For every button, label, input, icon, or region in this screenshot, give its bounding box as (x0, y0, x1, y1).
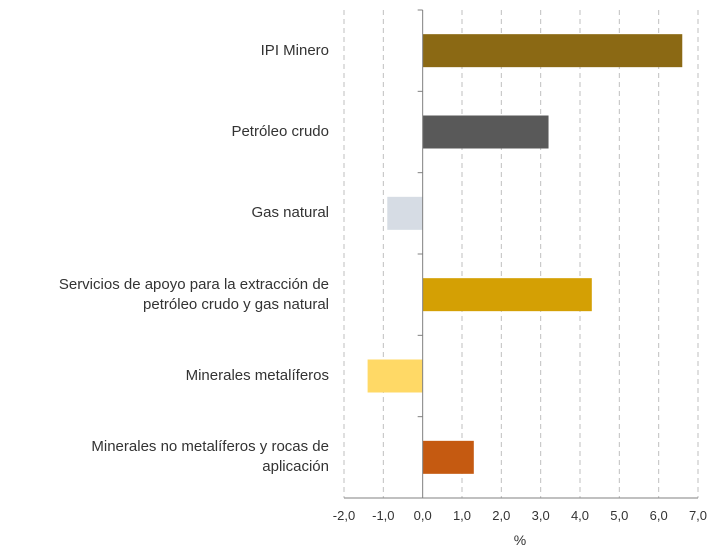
tick-labels: -2,0 -1,0 0,0 1,0 2,0 3,0 4,0 5,0 6,0 7,0 (333, 508, 707, 523)
category-label: IPI Minero (0, 41, 329, 61)
category-label: Gas natural (0, 203, 329, 223)
category-label-line: Petróleo crudo (231, 123, 329, 140)
x-tick-label: -1,0 (372, 508, 394, 523)
x-tick-label: 0,0 (414, 508, 432, 523)
x-tick-label: 1,0 (453, 508, 471, 523)
category-label-line: aplicación (262, 458, 329, 476)
bar (367, 359, 423, 393)
category-label-line: Minerales metalíferos (185, 367, 329, 384)
x-tick-label: 2,0 (492, 508, 510, 523)
category-label-line: Gas natural (251, 204, 329, 222)
x-tick-label: 4,0 (571, 508, 589, 523)
category-label: Petróleo crudo (0, 122, 329, 142)
x-tick-label: 5,0 (610, 508, 628, 523)
bar (422, 115, 549, 149)
x-tick-label: 3,0 (532, 508, 550, 523)
bar (387, 196, 423, 230)
x-tick-label: 6,0 (650, 508, 668, 523)
gridlines (343, 10, 699, 498)
bar (422, 278, 592, 312)
axes (344, 9, 698, 499)
category-label: Minerales no metalíferos y rocas de aplic… (0, 437, 329, 477)
x-tick-label: -2,0 (333, 508, 355, 523)
category-label: Minerales metalíferos (0, 366, 329, 386)
category-label-line: petróleo crudo y gas natural (143, 295, 329, 313)
category-label-line: Servicios de apoyo para la extracción de (58, 275, 329, 293)
bar (422, 34, 683, 68)
bar (422, 440, 474, 474)
bars (367, 34, 683, 474)
category-label-line: IPI Minero (260, 41, 329, 59)
x-tick-label: 7,0 (689, 508, 707, 523)
category-label-line: Minerales no metalíferos y rocas de (91, 438, 329, 456)
category-label: Servicios de apoyo para la extracción de… (0, 275, 329, 315)
x-axis-title: % (514, 532, 526, 548)
